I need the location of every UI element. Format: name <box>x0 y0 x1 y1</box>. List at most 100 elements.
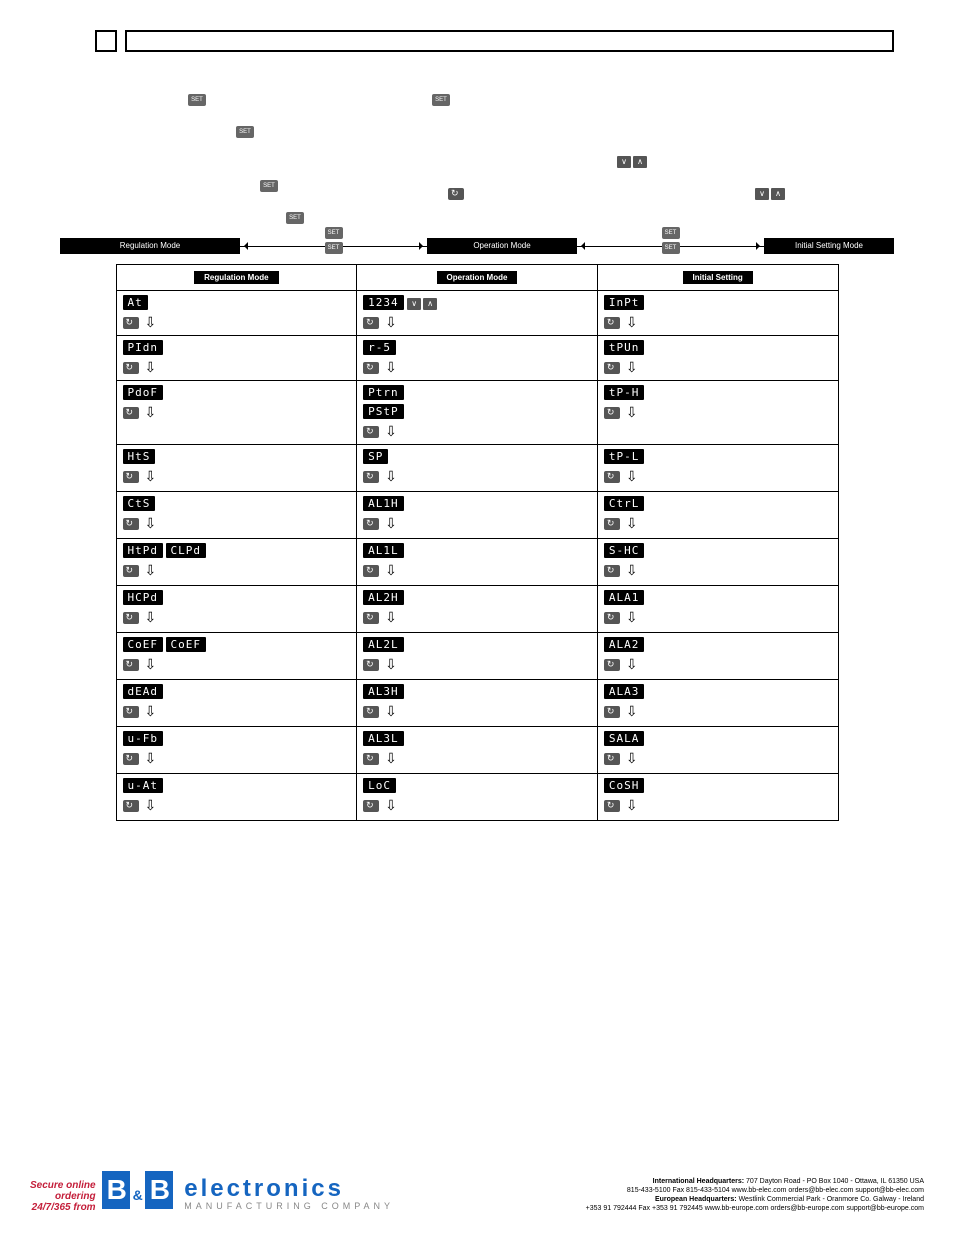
loop-icon <box>123 706 139 718</box>
segment-display: SALA <box>604 731 645 746</box>
param-cell: S-HC⇩ <box>597 539 838 586</box>
loop-icon <box>448 188 464 200</box>
segment-display: HCPd <box>123 590 164 605</box>
up-arrow-icon: ∧ <box>771 188 785 200</box>
loop-icon <box>604 362 620 374</box>
page-title-bar <box>125 30 894 52</box>
loop-icon <box>363 471 379 483</box>
loop-icon <box>363 706 379 718</box>
loop-icon <box>363 426 379 438</box>
segment-display: PIdn <box>123 340 164 355</box>
param-cell: AL1L⇩ <box>357 539 598 586</box>
down-nav-icon: ⇩ <box>145 656 157 673</box>
down-nav-icon: ⇩ <box>145 468 157 485</box>
param-cell: ALA1 ⇩ <box>597 586 838 633</box>
loop-icon <box>363 800 379 812</box>
down-arrow-icon: ∨ <box>617 156 631 168</box>
down-nav-icon: ⇩ <box>145 703 157 720</box>
segment-display: 1234 <box>363 295 404 310</box>
down-nav-icon: ⇩ <box>626 609 638 626</box>
loop-icon <box>604 407 620 419</box>
set-icon: SET <box>325 227 343 239</box>
down-arrow-icon: ∨ <box>755 188 769 200</box>
loop-icon <box>604 706 620 718</box>
param-cell: PtrnPStP⇩ <box>357 381 598 445</box>
segment-display: u-Fb <box>123 731 164 746</box>
segment-display: AL3H <box>363 684 404 699</box>
loop-icon <box>363 317 379 329</box>
loop-icon <box>123 612 139 624</box>
parameter-menu-table: Regulation Mode Operation Mode Initial S… <box>116 264 839 821</box>
segment-display: CoEF <box>166 637 207 652</box>
loop-icon <box>604 518 620 530</box>
bb-electronics-logo: & electronics MANUFACTURING COMPANY <box>102 1171 394 1213</box>
param-cell: AL2L⇩ <box>357 633 598 680</box>
segment-display: AL2H <box>363 590 404 605</box>
param-cell: CoEF CoEF⇩ <box>116 633 357 680</box>
loop-icon <box>123 659 139 671</box>
loop-icon <box>604 800 620 812</box>
segment-display: AL1H <box>363 496 404 511</box>
down-nav-icon: ⇩ <box>145 750 157 767</box>
down-nav-icon: ⇩ <box>626 750 638 767</box>
down-nav-icon: ⇩ <box>626 562 638 579</box>
col-header-operation: Operation Mode <box>357 265 598 291</box>
down-nav-icon: ⇩ <box>385 468 397 485</box>
down-nav-icon: ⇩ <box>385 750 397 767</box>
param-cell: dEAd⇩ <box>116 680 357 727</box>
set-icon: SET <box>662 242 680 254</box>
loop-icon <box>123 471 139 483</box>
down-nav-icon: ⇩ <box>385 359 397 376</box>
set-icon: SET <box>286 212 304 224</box>
segment-display: ALA3 <box>604 684 645 699</box>
down-nav-icon: ⇩ <box>626 314 638 331</box>
segment-display: ALA1 <box>604 590 645 605</box>
segment-display: PStP <box>363 404 404 419</box>
segment-display: PdoF <box>123 385 164 400</box>
loop-icon <box>363 565 379 577</box>
segment-display: AL1L <box>363 543 404 558</box>
mode-flow-diagram: SET SET SET SET SET ∨∧ ∨∧ Regulation Mod… <box>60 70 894 260</box>
down-nav-icon: ⇩ <box>145 609 157 626</box>
footer-contact: International Headquarters: 707 Dayton R… <box>586 1177 924 1213</box>
col-header-regulation: Regulation Mode <box>116 265 357 291</box>
segment-display: AL2L <box>363 637 404 652</box>
loop-icon <box>604 612 620 624</box>
loop-icon <box>123 753 139 765</box>
down-nav-icon: ⇩ <box>385 423 397 440</box>
down-nav-icon: ⇩ <box>626 703 638 720</box>
segment-display: LoC <box>363 778 396 793</box>
segment-display: tP-L <box>604 449 645 464</box>
param-cell: 1234 ∨∧⇩ <box>357 291 598 336</box>
down-nav-icon: ⇩ <box>385 609 397 626</box>
segment-display: u-At <box>123 778 164 793</box>
loop-icon <box>604 471 620 483</box>
loop-icon <box>363 612 379 624</box>
loop-icon <box>123 800 139 812</box>
param-cell: u-At⇩ <box>116 774 357 821</box>
loop-icon <box>123 317 139 329</box>
set-icon: SET <box>260 180 278 192</box>
mode-regulation-box: Regulation Mode <box>60 238 240 254</box>
segment-display: ALA2 <box>604 637 645 652</box>
down-nav-icon: ⇩ <box>626 359 638 376</box>
down-nav-icon: ⇩ <box>626 515 638 532</box>
down-nav-icon: ⇩ <box>626 656 638 673</box>
param-cell: CtrL⇩ <box>597 492 838 539</box>
up-arrow-icon: ∧ <box>633 156 647 168</box>
segment-display: CLPd <box>166 543 207 558</box>
set-icon: SET <box>432 94 450 106</box>
segment-display: HtPd <box>123 543 164 558</box>
param-cell: InPt⇩ <box>597 291 838 336</box>
set-icon: SET <box>188 94 206 106</box>
param-cell: u-Fb ⇩ <box>116 727 357 774</box>
down-nav-icon: ⇩ <box>385 515 397 532</box>
set-icon: SET <box>662 227 680 239</box>
down-nav-icon: ⇩ <box>626 468 638 485</box>
param-cell: ALA3 ⇩ <box>597 680 838 727</box>
down-arrow-icon: ∨ <box>407 298 421 310</box>
param-cell: r-5⇩ <box>357 336 598 381</box>
param-cell: HCPd ⇩ <box>116 586 357 633</box>
down-nav-icon: ⇩ <box>145 562 157 579</box>
set-icon: SET <box>236 126 254 138</box>
